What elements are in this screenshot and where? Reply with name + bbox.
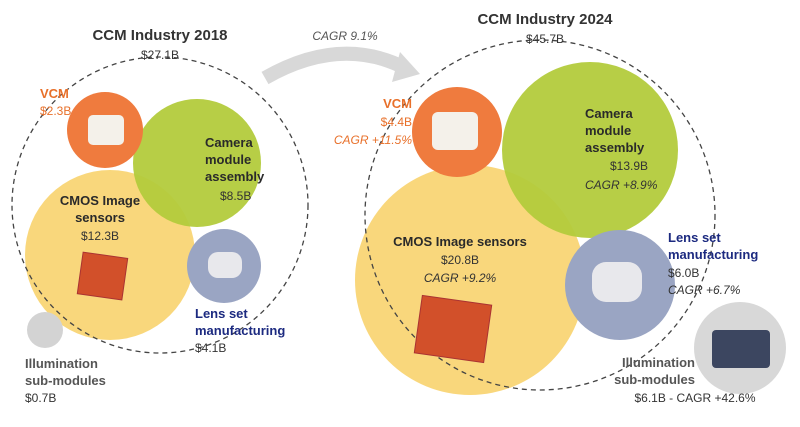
label: sub-modules: [25, 373, 106, 388]
value: $6.0B: [668, 266, 699, 280]
lens-icon: [592, 262, 642, 302]
label: assembly: [585, 140, 645, 155]
cagr: CAGR +11.5%: [334, 133, 412, 147]
cagr: CAGR +8.9%: [585, 178, 658, 192]
vcm-icon: [432, 112, 478, 150]
value: $6.1B - CAGR +42.6%: [634, 391, 755, 405]
value: $12.3B: [81, 229, 119, 243]
label: Lens set: [195, 306, 248, 321]
label: sub-modules: [614, 372, 695, 387]
vcm-icon: [88, 115, 124, 145]
value: $20.8B: [441, 253, 479, 267]
label: manufacturing: [668, 247, 758, 262]
dashed-outline: [11, 56, 309, 354]
label: Camera: [205, 135, 253, 150]
label: module: [205, 152, 251, 167]
camera-bubble: [502, 62, 678, 238]
cagr: CAGR +6.7%: [668, 283, 741, 297]
cmos-bubble: [355, 165, 585, 395]
value: $0.7B: [25, 391, 56, 405]
cagr: CAGR +9.2%: [424, 271, 497, 285]
title: CCM Industry 2024: [477, 11, 613, 28]
sensor-icon: [413, 294, 493, 364]
label: Illumination: [622, 355, 695, 370]
value: $4.1B: [195, 341, 226, 355]
camera-bubble: [133, 99, 261, 227]
lens-icon: [208, 252, 242, 278]
title: CCM Industry 2018: [92, 27, 227, 44]
label: sensors: [75, 210, 125, 225]
label: Camera: [585, 106, 633, 121]
label: manufacturing: [195, 323, 285, 338]
label: CMOS Image sensors: [393, 234, 527, 249]
illumination-bubble: [27, 312, 63, 348]
dashed-outline: [364, 39, 716, 391]
value: $13.9B: [610, 159, 648, 173]
value: $8.5B: [220, 189, 251, 203]
label: CMOS Image: [60, 193, 140, 208]
arrow: [261, 46, 409, 85]
label: VCM: [40, 86, 69, 101]
label: Illumination: [25, 356, 98, 371]
total: $45.7B: [526, 32, 564, 46]
sensor-icon: [76, 251, 129, 301]
value: $4.4B: [381, 115, 412, 129]
value: $2.3B: [40, 104, 71, 118]
module-icon: [712, 330, 770, 368]
arrow-head: [392, 52, 420, 82]
cmos-bubble: [25, 170, 195, 340]
label: module: [585, 123, 631, 138]
label: assembly: [205, 169, 265, 184]
arrow-label: CAGR 9.1%: [312, 29, 378, 43]
total: $27.1B: [141, 48, 179, 62]
label: Lens set: [668, 230, 721, 245]
label: VCM: [383, 96, 412, 111]
